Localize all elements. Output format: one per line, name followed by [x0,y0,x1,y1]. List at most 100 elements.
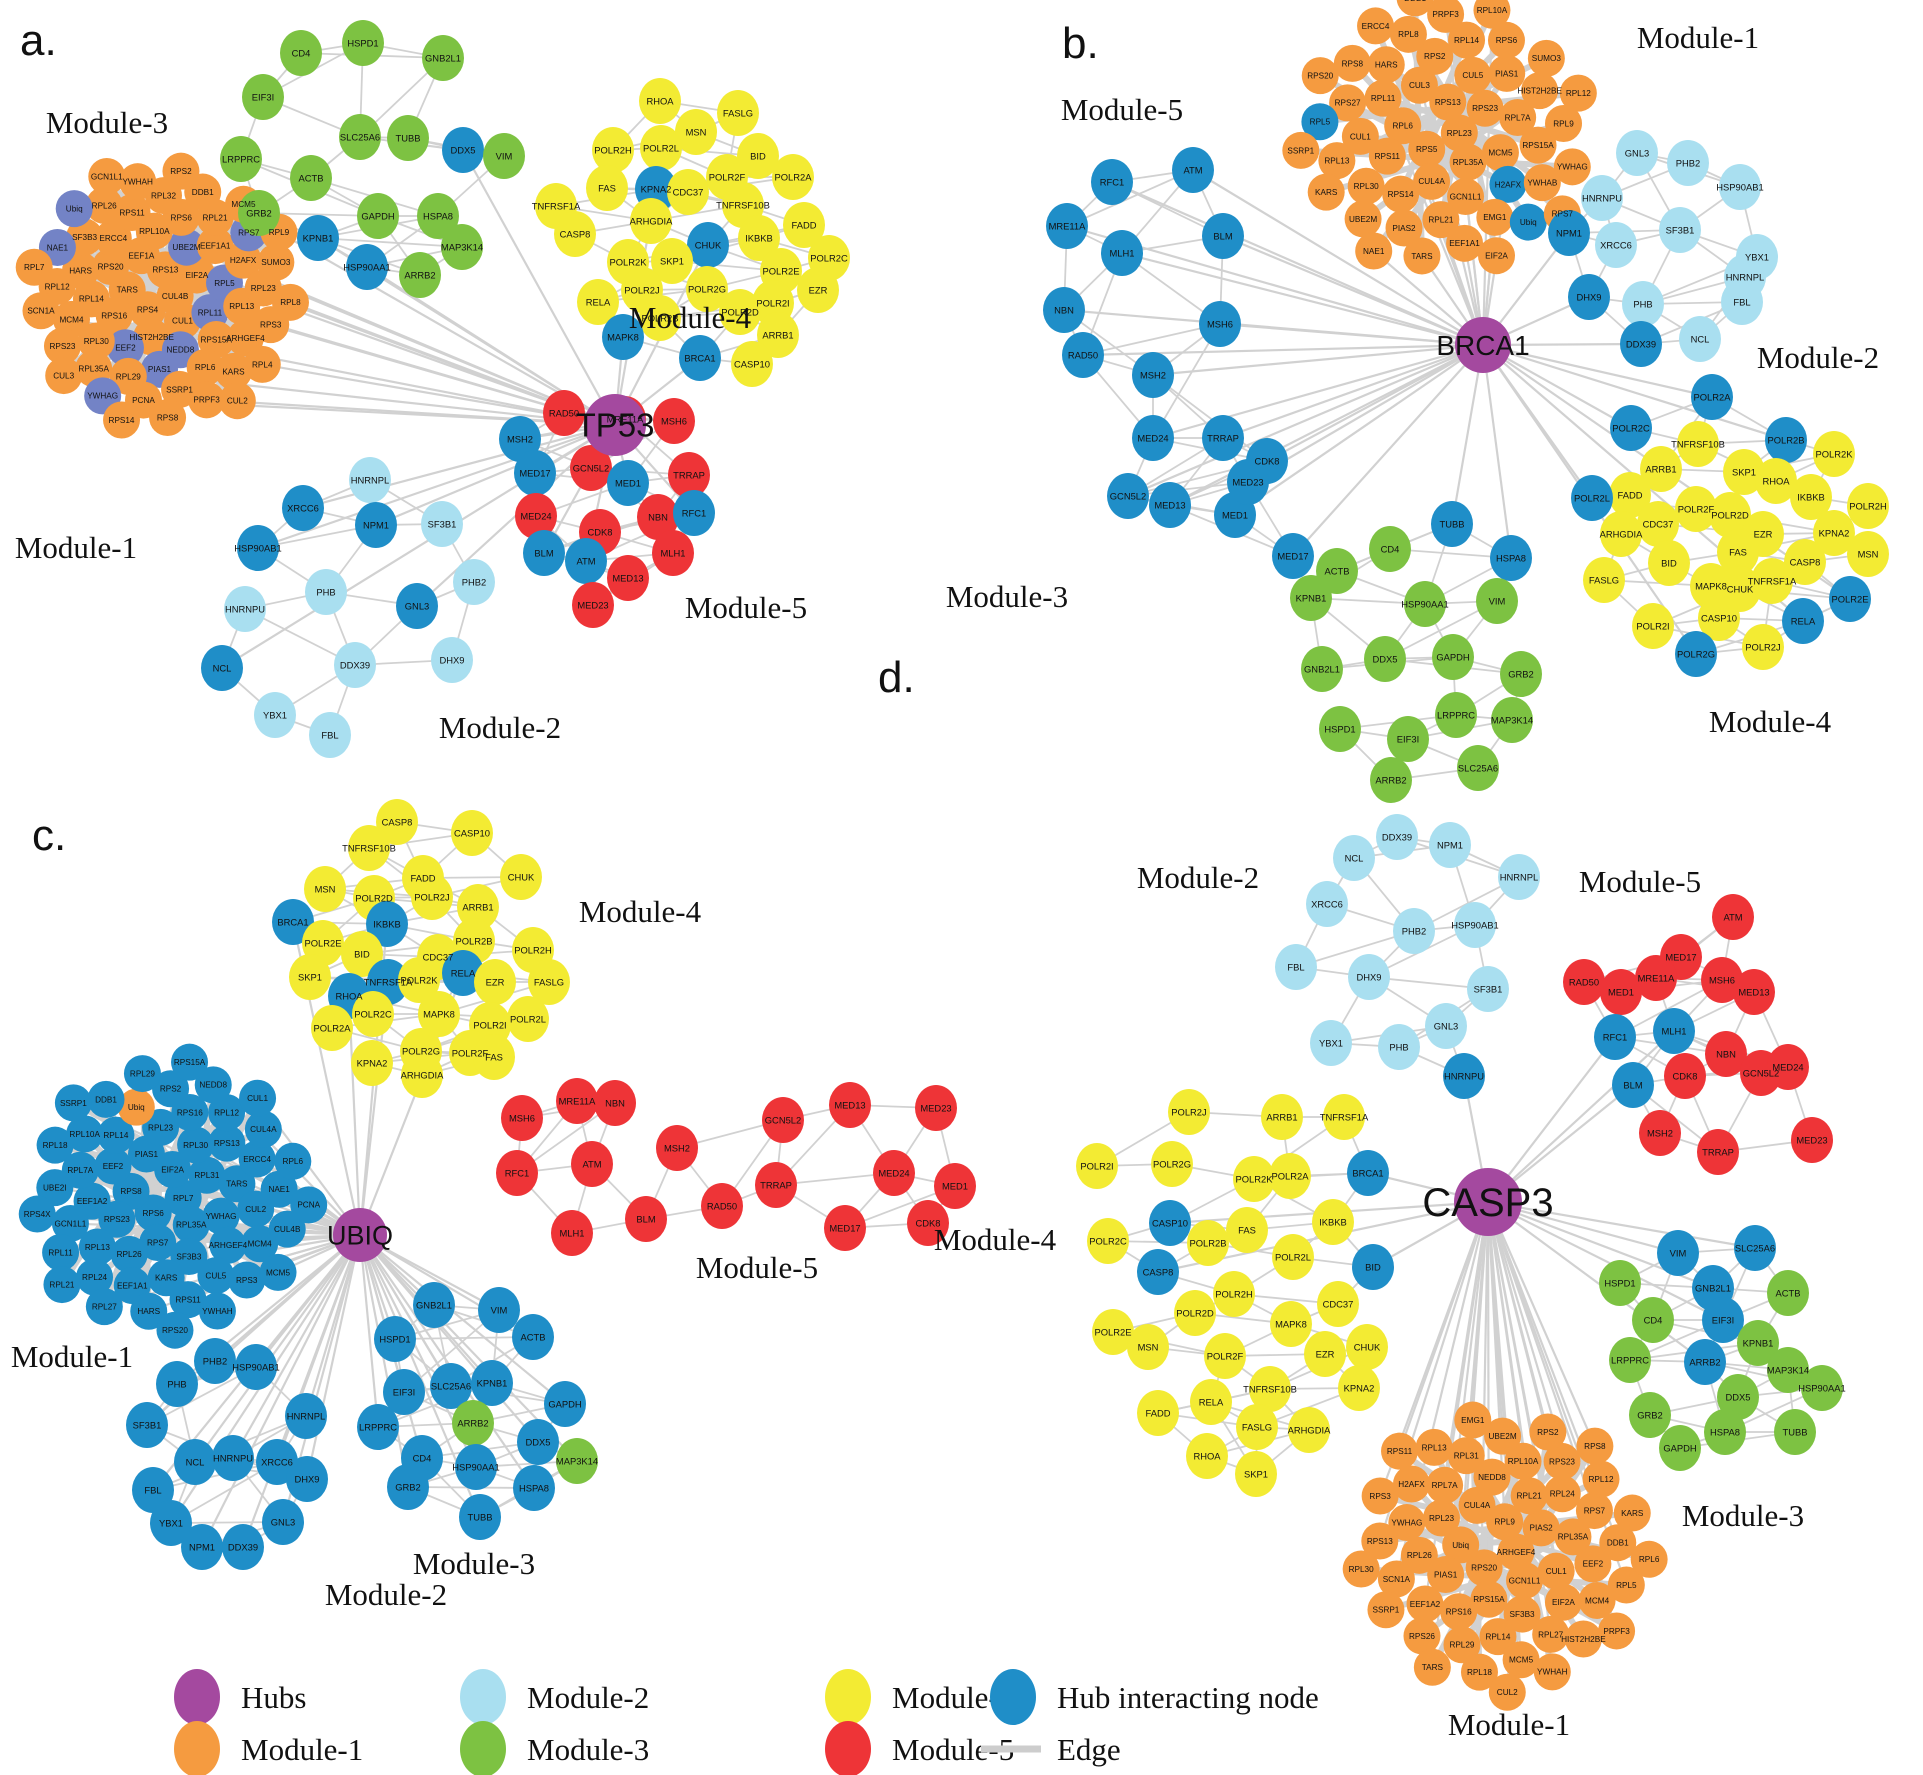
node-ATM[interactable] [571,1141,613,1187]
node-HSPA8[interactable] [417,193,459,239]
node-TUBB[interactable] [1774,1409,1816,1455]
node-SSRP1[interactable] [1367,1591,1405,1629]
node-EIF3I[interactable] [1387,716,1429,762]
node-DDB1[interactable] [1599,1524,1637,1562]
node-RPS11[interactable] [113,194,151,232]
node-PHB2[interactable] [453,559,495,605]
node-MED24[interactable] [873,1150,915,1196]
node-POLR2E[interactable] [1092,1309,1134,1355]
node-RPL9[interactable] [1486,1503,1524,1541]
node-MSH2[interactable] [499,416,541,462]
node-PIAS1[interactable] [1427,1556,1465,1594]
node-POLR2I[interactable] [1632,603,1674,649]
node-NCL[interactable] [174,1439,216,1485]
node-MLH1[interactable] [1653,1008,1695,1054]
node-EEF1A1[interactable] [1446,224,1484,262]
node-NBN[interactable] [594,1080,636,1126]
node-ACTB[interactable] [290,155,332,201]
node-GCN5L2[interactable] [1107,473,1149,519]
node-RPL29[interactable] [123,1055,161,1093]
node-GAPDH[interactable] [357,193,399,239]
node-CDK8[interactable] [907,1200,949,1246]
node-RELA[interactable] [1782,598,1824,644]
node-MCM5[interactable] [259,1253,297,1291]
node-EIF3I[interactable] [242,74,284,120]
node-MED23[interactable] [572,582,614,628]
node-DHX9[interactable] [286,1456,328,1502]
node-PIAS2[interactable] [1385,209,1423,247]
node-SF3B1[interactable] [126,1402,168,1448]
node-ERCC4[interactable] [238,1140,276,1178]
node-RPS27[interactable] [1329,84,1367,122]
node-RPS2[interactable] [1416,37,1454,75]
hub-node-BRCA1[interactable] [1455,317,1511,373]
node-EIF3I[interactable] [383,1369,425,1415]
node-RPL18[interactable] [36,1126,74,1164]
node-HSP90AB1[interactable] [237,525,279,571]
node-SUMO3[interactable] [1527,39,1565,77]
node-MCM5[interactable] [1481,134,1519,172]
node-TNFRSF10B[interactable] [348,825,390,871]
node-MED13[interactable] [607,555,649,601]
node-RPS13[interactable] [1429,83,1467,121]
node-MAPK8[interactable] [602,314,644,360]
node-MSH6[interactable] [1701,957,1743,1003]
node-PHB2[interactable] [1393,908,1435,954]
node-PHB[interactable] [156,1361,198,1407]
node-RPS8[interactable] [1576,1427,1614,1465]
node-CUL3[interactable] [1400,66,1438,104]
node-FBL[interactable] [132,1467,174,1513]
node-FBL[interactable] [309,712,351,758]
node-IKBKB[interactable] [738,215,780,261]
node-MED1[interactable] [607,460,649,506]
node-DDX5[interactable] [517,1419,559,1465]
node-HSP90AB1[interactable] [235,1344,277,1390]
node-CHUK[interactable] [1346,1324,1388,1370]
node-KPNB1[interactable] [1290,575,1332,621]
node-RPL13[interactable] [1415,1428,1453,1466]
node-HARS[interactable] [1367,46,1405,84]
node-MED23[interactable] [915,1085,957,1131]
node-ACTB[interactable] [1767,1270,1809,1316]
node-UBE2M[interactable] [1344,200,1382,238]
node-CUL1[interactable] [1537,1552,1575,1590]
node-MRE11A[interactable] [556,1078,598,1124]
node-TRRAP[interactable] [1697,1129,1739,1175]
node-GRB2[interactable] [1629,1392,1671,1438]
node-NAE1[interactable] [260,1170,298,1208]
node-SF3B1[interactable] [1659,207,1701,253]
node-RPL13[interactable] [1318,142,1356,180]
node-GNL3[interactable] [396,583,438,629]
node-ACTB[interactable] [512,1314,554,1360]
node-POLR2B[interactable] [1187,1220,1229,1266]
node-RHOA[interactable] [1755,458,1797,504]
node-POLR2C[interactable] [352,991,394,1037]
node-CUL4A[interactable] [1458,1486,1496,1524]
node-MAPK8[interactable] [418,991,460,1037]
node-GNL3[interactable] [262,1499,304,1545]
node-ARRB1[interactable] [1640,446,1682,492]
node-ARRB2[interactable] [399,252,441,298]
node-HSPD1[interactable] [1319,706,1361,752]
node-BLM[interactable] [523,530,565,576]
node-MED1[interactable] [1600,969,1642,1015]
node-RPL18[interactable] [1460,1653,1498,1691]
node-KPNA2[interactable] [351,1040,393,1086]
node-RPL30[interactable] [1342,1550,1380,1588]
node-NBN[interactable] [1043,287,1085,333]
node-LRPPRC[interactable] [1609,1337,1651,1383]
node-HNRNPU[interactable] [1581,175,1623,221]
node-TNFRSF1A[interactable] [1323,1094,1365,1140]
node-KPNA2[interactable] [1338,1365,1380,1411]
node-POLR2E[interactable] [1829,576,1871,622]
node-MAP3K14[interactable] [441,224,483,270]
node-GNB2L1[interactable] [422,35,464,81]
node-POLR2D[interactable] [1709,492,1751,538]
node-RPL6[interactable] [1630,1540,1668,1578]
node-RPS15A[interactable] [1470,1580,1508,1618]
node-DDX5[interactable] [442,127,484,173]
node-YBX1[interactable] [254,692,296,738]
node-TNFRSF1A[interactable] [1751,558,1793,604]
node-ARRB1[interactable] [757,312,799,358]
node-RHOA[interactable] [639,78,681,124]
